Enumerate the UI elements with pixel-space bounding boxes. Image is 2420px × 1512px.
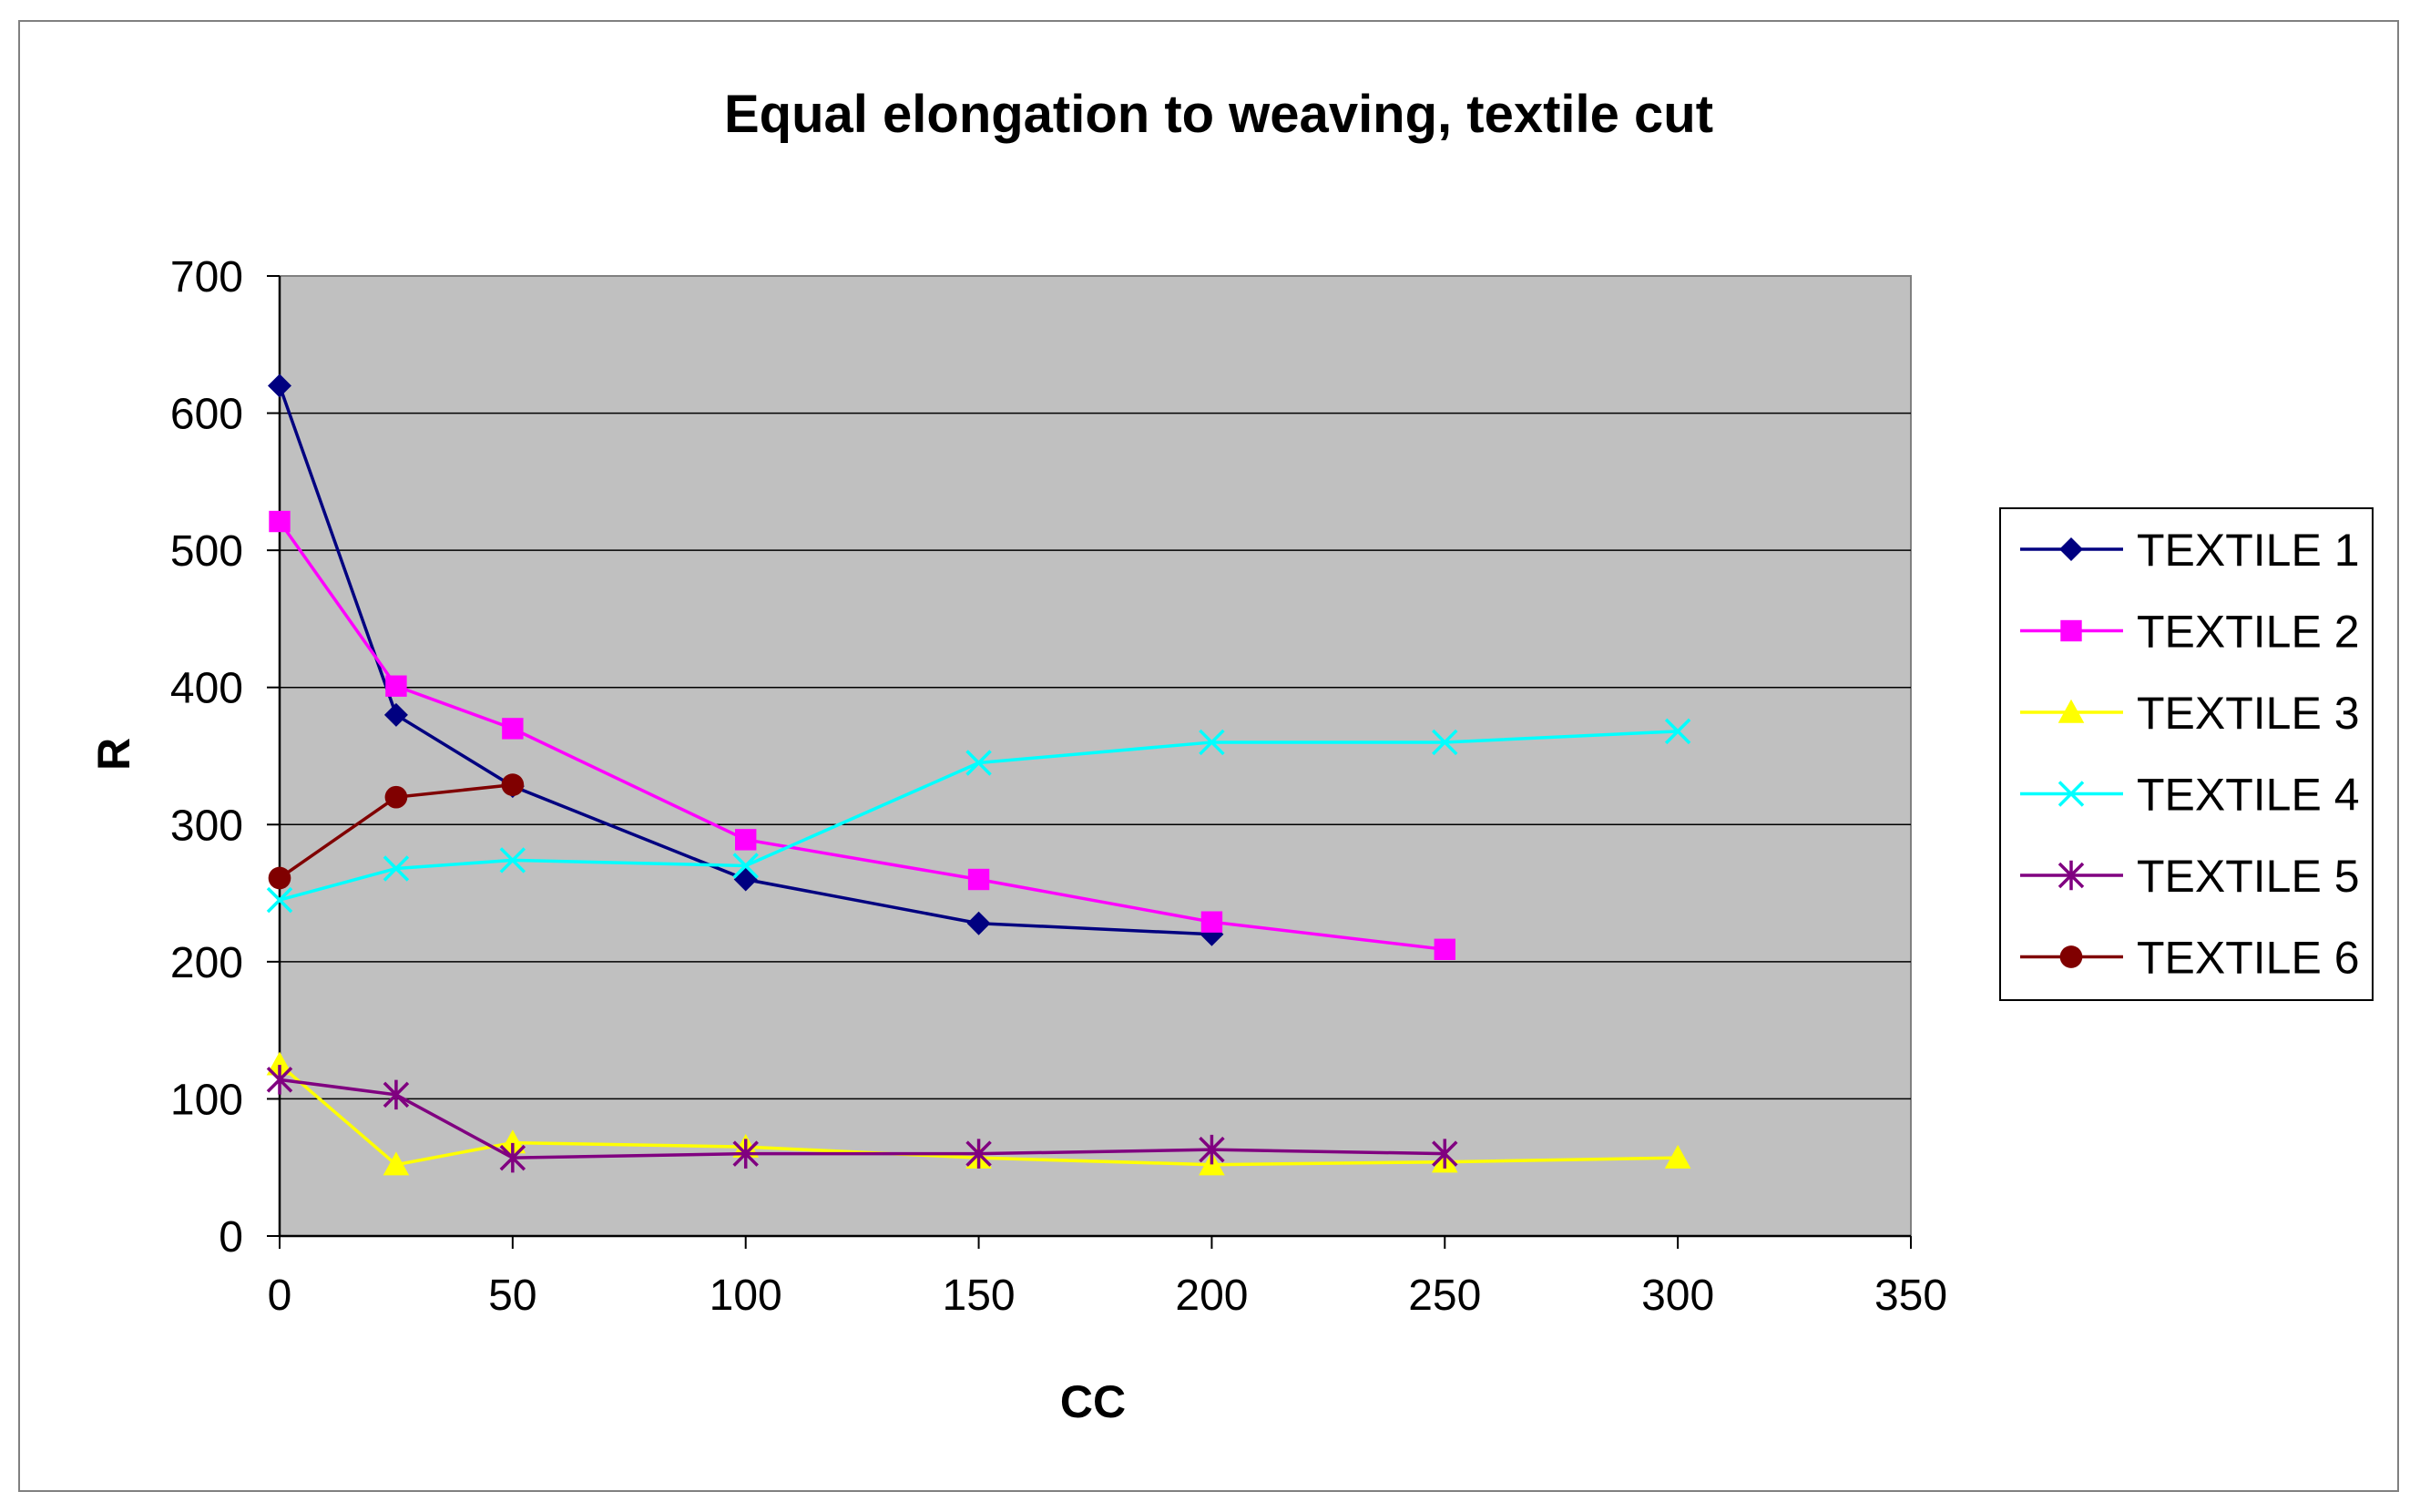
- series-textile-2: [269, 510, 1455, 961]
- legend-marker: [2058, 860, 2085, 891]
- y-tick-label: 100: [170, 1076, 243, 1124]
- data-point: [732, 853, 759, 879]
- series-line: [279, 730, 1679, 902]
- data-point: [385, 675, 407, 697]
- data-point: [1432, 1139, 1458, 1169]
- series-textile-4: [266, 718, 1691, 914]
- legend-item: TEXTILE 3: [2020, 688, 2360, 739]
- data-point: [383, 1079, 410, 1110]
- legend-item: TEXTILE 4: [2020, 770, 2360, 821]
- data-point: [499, 1142, 526, 1173]
- x-tick-label: 350: [1874, 1272, 1947, 1320]
- data-point: [965, 1139, 992, 1169]
- x-tick-label: 200: [1175, 1272, 1248, 1320]
- legend-label: TEXTILE 4: [2137, 770, 2360, 821]
- x-tick-label: 50: [488, 1272, 536, 1320]
- data-point: [732, 1139, 759, 1169]
- data-point: [1199, 729, 1225, 756]
- data-point: [266, 1051, 293, 1076]
- x-tick-label: 100: [710, 1272, 782, 1320]
- legend-marker: [2059, 945, 2083, 968]
- legend-marker: [2058, 781, 2085, 807]
- plot-area: 0 100 200 300 400 500 600 700 0 50 100 150 200 250 300…: [170, 253, 1947, 1320]
- x-tick-label: 300: [1641, 1272, 1714, 1320]
- data-point: [735, 829, 757, 851]
- data-point: [1432, 729, 1458, 756]
- data-point: [383, 1151, 410, 1176]
- plot-background: [279, 275, 1912, 1237]
- y-axis-title: R: [88, 738, 139, 771]
- data-point: [1200, 911, 1223, 933]
- y-tick-label: 0: [219, 1213, 243, 1262]
- legend-label: TEXTILE 1: [2137, 525, 2360, 576]
- data-point: [1434, 938, 1455, 961]
- legend-label: TEXTILE 6: [2137, 933, 2360, 984]
- x-axis-title: CC: [1060, 1376, 1126, 1427]
- legend-label: TEXTILE 5: [2137, 851, 2360, 902]
- data-point: [967, 868, 990, 891]
- y-tick-label: 400: [170, 665, 243, 713]
- data-point: [383, 702, 408, 727]
- x-tick-label: 250: [1408, 1272, 1481, 1320]
- data-point: [269, 510, 291, 533]
- y-tick-label: 700: [170, 253, 243, 301]
- x-tick-label: 150: [943, 1272, 1016, 1320]
- chart-title: Equal elongation to weaving, textile cut: [724, 85, 1713, 144]
- data-point: [966, 911, 991, 935]
- data-point: [502, 718, 524, 740]
- legend-item: TEXTILE 2: [2020, 607, 2360, 658]
- y-tick-label: 200: [170, 939, 243, 987]
- legend-item: TEXTILE 5: [2020, 851, 2360, 902]
- data-point: [266, 886, 293, 914]
- legend-label: TEXTILE 2: [2137, 607, 2360, 658]
- legend-item: TEXTILE 1: [2020, 525, 2360, 576]
- data-point: [384, 785, 408, 809]
- legend-marker: [2058, 699, 2085, 723]
- legend-item: TEXTILE 6: [2020, 933, 2360, 984]
- data-point: [965, 750, 992, 776]
- data-point: [499, 847, 526, 873]
- legend: TEXTILE 1 TEXTILE 2 TEXTILE 3 TEXTILE 4 TEXT…: [1999, 507, 2374, 1001]
- y-tick-label: 600: [170, 391, 243, 439]
- y-tick-label: 500: [170, 527, 243, 576]
- x-tick-label: 0: [268, 1272, 292, 1320]
- y-tick-label: 300: [170, 802, 243, 850]
- data-point: [1664, 1144, 1691, 1169]
- data-point: [499, 1129, 526, 1154]
- data-point: [1199, 1134, 1225, 1165]
- legend-label: TEXTILE 3: [2137, 688, 2360, 739]
- data-point: [1664, 718, 1691, 745]
- legend-box: [1999, 507, 2374, 1001]
- data-point: [383, 855, 410, 882]
- data-point: [501, 773, 525, 796]
- series-textile-6: [268, 773, 525, 890]
- data-point: [268, 373, 291, 398]
- legend-marker: [2060, 619, 2082, 642]
- legend-marker: [2059, 537, 2083, 561]
- data-point: [268, 866, 291, 890]
- series-textile-5: [266, 1065, 1458, 1173]
- data-point: [266, 1065, 293, 1095]
